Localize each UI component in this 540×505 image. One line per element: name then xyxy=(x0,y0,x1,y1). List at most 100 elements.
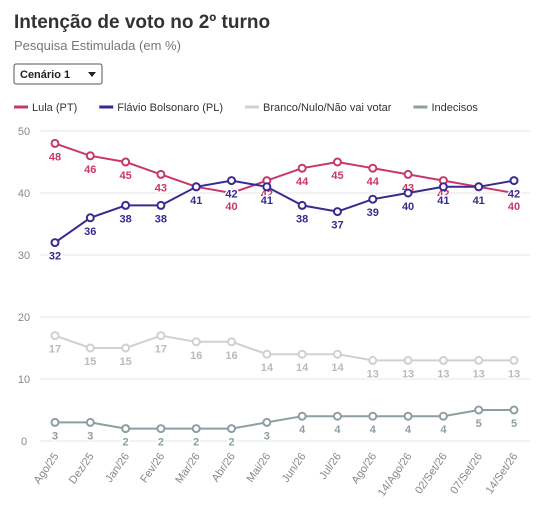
chart-subtitle: Pesquisa Estimulada (em %) xyxy=(14,38,181,53)
data-point xyxy=(474,405,484,415)
data-point xyxy=(227,176,237,186)
data-label: 40 xyxy=(508,201,520,213)
data-label: 2 xyxy=(228,437,234,449)
data-point xyxy=(156,424,166,434)
data-label: 13 xyxy=(437,368,449,380)
series-line xyxy=(54,142,515,195)
data-point xyxy=(509,355,519,365)
data-label: 48 xyxy=(49,151,61,163)
data-label: 41 xyxy=(437,195,449,207)
data-point xyxy=(368,194,378,204)
data-point xyxy=(332,207,342,217)
data-label: 46 xyxy=(84,164,96,176)
x-tick-label: 07/Set/26 xyxy=(448,451,485,496)
dropdown-box[interactable] xyxy=(13,63,103,85)
data-point xyxy=(474,355,484,365)
x-tick-label: Ago/25 xyxy=(32,451,62,486)
data-label: 3 xyxy=(264,430,270,442)
data-point xyxy=(156,331,166,341)
data-label: 5 xyxy=(511,418,517,430)
data-label: 42 xyxy=(261,189,273,201)
data-label: 4 xyxy=(440,424,447,436)
y-tick-label: 50 xyxy=(18,126,30,138)
x-tick-label: Dez/25 xyxy=(67,451,97,486)
data-point xyxy=(332,411,342,421)
data-label: 13 xyxy=(508,368,520,380)
data-label: 42 xyxy=(225,189,237,201)
x-tick-label: Mar/26 xyxy=(173,451,202,486)
data-label: 4 xyxy=(299,424,306,436)
dropdown-arrow[interactable] xyxy=(88,72,96,77)
series-line xyxy=(54,179,515,244)
data-point xyxy=(85,213,95,223)
data-label: 17 xyxy=(155,344,167,356)
x-tick-label: 14/Ago/26 xyxy=(376,451,415,499)
data-point xyxy=(262,349,272,359)
data-label: 16 xyxy=(190,350,202,362)
data-label: 15 xyxy=(84,356,96,368)
data-label: 44 xyxy=(367,176,380,188)
data-point xyxy=(227,188,237,198)
data-label: 41 xyxy=(261,195,273,207)
data-point xyxy=(297,349,307,359)
x-tick-label: Mai/26 xyxy=(245,451,274,485)
dropdown[interactable]: Cenário 1 xyxy=(13,63,103,85)
data-point xyxy=(474,182,484,192)
data-label: 43 xyxy=(155,182,167,194)
data-label: 42 xyxy=(437,189,449,201)
y-tick-label: 10 xyxy=(18,374,30,386)
y-tick-label: 40 xyxy=(18,188,30,200)
x-tick-label: 14/Set/26 xyxy=(484,451,521,496)
data-label: 16 xyxy=(225,350,237,362)
x-tick-label: Jun/26 xyxy=(280,451,309,485)
data-point xyxy=(297,411,307,421)
x-tick-label: Abr/26 xyxy=(210,451,238,484)
data-label: 45 xyxy=(119,170,131,182)
data-label: 14 xyxy=(296,362,309,374)
data-label: 2 xyxy=(158,437,164,449)
data-point xyxy=(332,157,342,167)
data-label: 38 xyxy=(119,213,131,225)
legend-label: Lula (PT) xyxy=(32,102,77,114)
data-label: 4 xyxy=(405,424,412,436)
y-tick-label: 30 xyxy=(18,250,30,262)
data-point xyxy=(191,337,201,347)
data-point xyxy=(85,417,95,427)
x-tick-label: Fev/26 xyxy=(138,451,167,485)
data-point xyxy=(262,417,272,427)
data-label: 41 xyxy=(473,195,485,207)
data-label: 45 xyxy=(331,170,343,182)
legend-label: Indecisos xyxy=(431,102,478,114)
data-point xyxy=(50,238,60,248)
data-point xyxy=(297,200,307,210)
data-label: 32 xyxy=(49,251,61,263)
data-point xyxy=(509,405,519,415)
dropdown-label[interactable]: Cenário 1 xyxy=(20,69,70,81)
data-label: 41 xyxy=(190,195,202,207)
data-point xyxy=(332,349,342,359)
data-point xyxy=(368,355,378,365)
data-point xyxy=(50,138,60,148)
data-label: 3 xyxy=(87,430,93,442)
data-label: 38 xyxy=(296,213,308,225)
data-point xyxy=(403,355,413,365)
y-tick-label: 0 xyxy=(21,436,27,448)
series-line xyxy=(54,334,514,362)
data-label: 13 xyxy=(473,368,485,380)
data-point xyxy=(509,176,519,186)
data-label: 4 xyxy=(334,424,341,436)
data-label: 4 xyxy=(370,424,377,436)
data-point xyxy=(368,411,378,421)
data-point xyxy=(50,331,60,341)
data-label: 13 xyxy=(367,368,379,380)
data-point xyxy=(403,169,413,179)
data-label: 15 xyxy=(119,356,131,368)
legend-label: Branco/Nulo/Não vai votar xyxy=(263,102,392,114)
data-label: 5 xyxy=(476,418,482,430)
data-label: 41 xyxy=(190,195,202,207)
chart-title: Intenção de voto no 2º turno xyxy=(14,12,270,33)
data-point xyxy=(191,182,201,192)
data-point xyxy=(121,343,131,353)
data-point xyxy=(227,337,237,347)
data-label: 36 xyxy=(84,226,96,238)
